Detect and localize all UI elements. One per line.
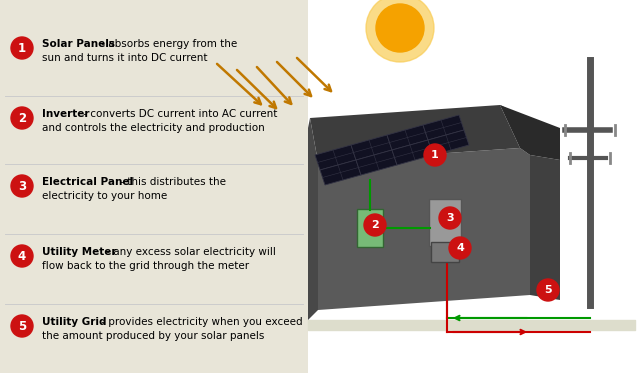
Text: the amount produced by your solar panels: the amount produced by your solar panels (42, 331, 264, 341)
Text: Inverter: Inverter (42, 109, 90, 119)
Text: flow back to the grid through the meter: flow back to the grid through the meter (42, 261, 249, 271)
Polygon shape (320, 160, 361, 185)
Polygon shape (315, 145, 356, 170)
FancyBboxPatch shape (429, 199, 461, 246)
Text: 2: 2 (18, 112, 26, 125)
Text: 3: 3 (446, 213, 454, 223)
Text: 3: 3 (18, 179, 26, 192)
Polygon shape (392, 140, 433, 165)
Circle shape (424, 144, 446, 166)
Circle shape (11, 107, 33, 129)
Polygon shape (310, 105, 520, 162)
Polygon shape (351, 135, 392, 160)
Polygon shape (500, 105, 560, 160)
Circle shape (537, 279, 559, 301)
Polygon shape (500, 105, 530, 155)
Text: - converts DC current into AC current: - converts DC current into AC current (79, 109, 277, 119)
Polygon shape (308, 118, 318, 320)
Text: electricity to your home: electricity to your home (42, 191, 167, 201)
Polygon shape (428, 130, 469, 155)
Text: 1: 1 (18, 41, 26, 54)
Text: Utility Meter: Utility Meter (42, 247, 116, 257)
FancyBboxPatch shape (0, 0, 308, 373)
Circle shape (11, 37, 33, 59)
Text: sun and turns it into DC current: sun and turns it into DC current (42, 53, 207, 63)
Text: - provides electricity when you exceed: - provides electricity when you exceed (99, 317, 303, 327)
Text: Utility Grid: Utility Grid (42, 317, 106, 327)
Circle shape (376, 4, 424, 52)
Circle shape (11, 175, 33, 197)
Circle shape (11, 315, 33, 337)
FancyBboxPatch shape (431, 242, 459, 262)
FancyBboxPatch shape (357, 209, 383, 247)
Text: 5: 5 (544, 285, 552, 295)
Circle shape (366, 0, 434, 62)
Text: - this distributes the: - this distributes the (117, 177, 226, 187)
Text: - any excess solar electricity will: - any excess solar electricity will (103, 247, 276, 257)
Circle shape (439, 207, 461, 229)
Text: 4: 4 (18, 250, 26, 263)
Circle shape (11, 245, 33, 267)
Polygon shape (530, 155, 560, 300)
Circle shape (449, 237, 471, 259)
Text: 5: 5 (18, 320, 26, 332)
Text: - absorbs energy from the: - absorbs energy from the (99, 39, 237, 49)
Text: and controls the electricity and production: and controls the electricity and product… (42, 123, 265, 133)
Polygon shape (423, 115, 464, 140)
Circle shape (364, 214, 386, 236)
Text: 1: 1 (431, 150, 439, 160)
Polygon shape (387, 125, 428, 150)
Polygon shape (356, 150, 397, 175)
Text: Solar Panels: Solar Panels (42, 39, 115, 49)
Text: 2: 2 (371, 220, 379, 230)
Polygon shape (318, 148, 530, 310)
Text: 4: 4 (456, 243, 464, 253)
Text: Electrical Panel: Electrical Panel (42, 177, 133, 187)
